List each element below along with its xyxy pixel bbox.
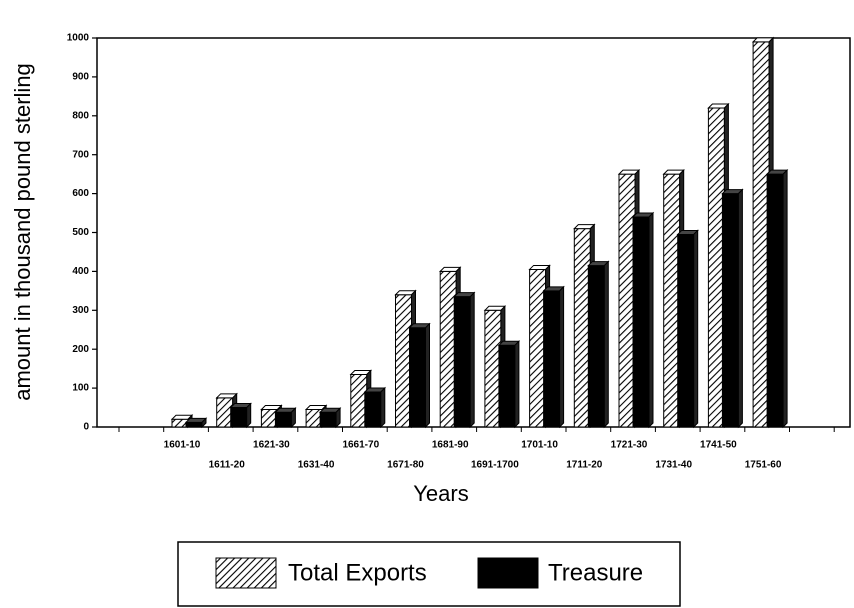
x-tick-label: 1741-50 <box>700 440 737 451</box>
bar <box>542 285 565 429</box>
bar <box>215 392 238 429</box>
y-tick-label: 800 <box>72 110 89 121</box>
x-tick-label: 1611-20 <box>209 460 246 471</box>
bar <box>497 340 521 429</box>
legend-swatch <box>215 557 277 589</box>
x-tick-label: 1601-10 <box>164 440 201 451</box>
bar <box>408 322 431 429</box>
x-tick-label: 1681-90 <box>432 440 469 451</box>
bar <box>631 211 655 429</box>
bar <box>587 260 610 429</box>
bar <box>274 407 297 429</box>
y-tick-label: 0 <box>83 422 89 433</box>
x-tick-label: 1631-40 <box>298 460 335 471</box>
bar <box>363 386 387 429</box>
x-tick-label: 1751-60 <box>745 460 782 471</box>
y-axis-label: amount in thousand pound sterling <box>10 63 35 401</box>
y-tick-label: 700 <box>72 149 89 160</box>
y-tick-label: 400 <box>72 266 89 277</box>
bar <box>318 407 342 429</box>
x-tick-label: 1661-70 <box>342 440 379 451</box>
y-tick-label: 1000 <box>67 33 90 44</box>
x-tick-label: 1721-30 <box>611 440 648 451</box>
legend-swatch <box>477 557 539 589</box>
y-tick-label: 200 <box>72 344 89 355</box>
x-tick-label: 1711-20 <box>566 460 603 471</box>
x-tick-label: 1701-10 <box>521 440 558 451</box>
legend-label: Total Exports <box>288 559 427 586</box>
x-tick-label: 1671-80 <box>387 460 424 471</box>
y-tick-label: 900 <box>72 72 89 83</box>
bar <box>184 417 208 429</box>
bar <box>229 402 252 429</box>
y-tick-label: 600 <box>72 188 89 199</box>
y-tick-label: 300 <box>72 305 89 316</box>
y-tick-label: 100 <box>72 383 89 394</box>
legend-box <box>177 541 681 607</box>
x-tick-label: 1621-30 <box>253 440 290 451</box>
bar <box>721 188 744 429</box>
legend-label: Treasure <box>548 559 643 586</box>
y-tick-label: 500 <box>72 227 89 238</box>
bar <box>765 168 789 429</box>
x-axis-label: Years <box>413 481 468 506</box>
bar <box>452 291 476 429</box>
x-tick-label: 1731-40 <box>655 460 692 471</box>
bar <box>676 229 699 429</box>
x-tick-label: 1691-1700 <box>471 460 519 471</box>
